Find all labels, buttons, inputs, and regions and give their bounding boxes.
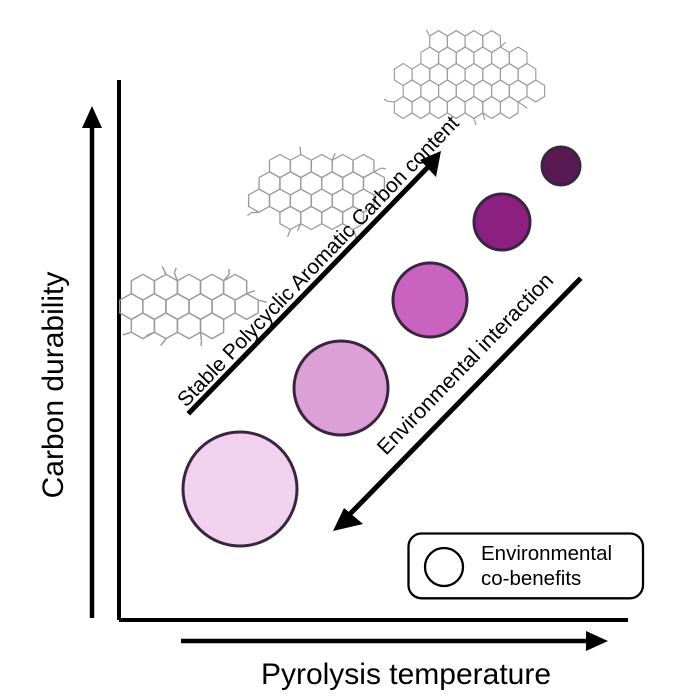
svg-text:Environmental: Environmental — [481, 542, 612, 565]
svg-text:co-benefits: co-benefits — [481, 567, 581, 590]
svg-text:Carbon durability: Carbon durability — [37, 272, 70, 499]
svg-text:Pyrolysis temperature: Pyrolysis temperature — [261, 658, 551, 691]
